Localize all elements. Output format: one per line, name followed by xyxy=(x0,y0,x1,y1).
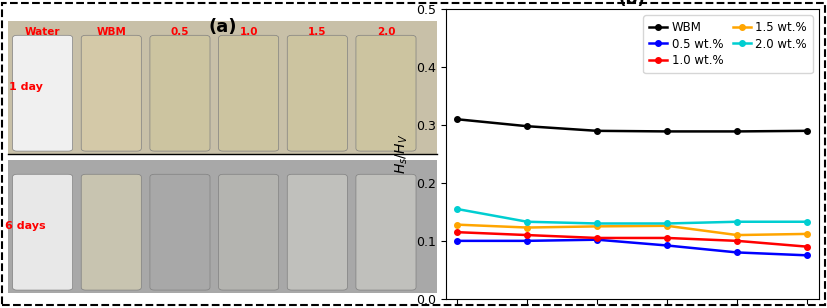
FancyBboxPatch shape xyxy=(8,160,437,293)
FancyBboxPatch shape xyxy=(287,174,347,290)
2.0 wt.% xyxy=(732,220,742,224)
FancyBboxPatch shape xyxy=(218,35,279,151)
1.5 wt.% xyxy=(802,232,812,236)
1.0 wt.% xyxy=(452,230,462,234)
0.5 wt.% xyxy=(662,244,672,247)
1.5 wt.% xyxy=(452,223,462,226)
Text: 0.5: 0.5 xyxy=(170,26,189,37)
1.0 wt.% xyxy=(802,245,812,249)
Legend: WBM, 0.5 wt.%, 1.0 wt.%, 1.5 wt.%, 2.0 wt.%: WBM, 0.5 wt.%, 1.0 wt.%, 1.5 wt.%, 2.0 w… xyxy=(643,15,813,73)
Line: 2.0 wt.%: 2.0 wt.% xyxy=(454,206,810,226)
WBM xyxy=(732,130,742,133)
Line: 0.5 wt.%: 0.5 wt.% xyxy=(454,237,810,258)
FancyBboxPatch shape xyxy=(81,35,141,151)
0.5 wt.% xyxy=(732,251,742,254)
1.5 wt.% xyxy=(522,226,532,229)
2.0 wt.% xyxy=(662,222,672,225)
WBM xyxy=(452,117,462,121)
1.5 wt.% xyxy=(662,224,672,228)
FancyBboxPatch shape xyxy=(12,174,73,290)
Text: 1.0: 1.0 xyxy=(239,26,258,37)
Line: 1.0 wt.%: 1.0 wt.% xyxy=(454,229,810,249)
Text: 6 days: 6 days xyxy=(5,221,45,231)
Text: Water: Water xyxy=(25,26,60,37)
WBM xyxy=(592,129,602,133)
1.0 wt.% xyxy=(592,236,602,240)
2.0 wt.% xyxy=(592,222,602,225)
FancyBboxPatch shape xyxy=(287,35,347,151)
2.0 wt.% xyxy=(802,220,812,224)
1.0 wt.% xyxy=(522,233,532,237)
Text: WBM: WBM xyxy=(96,26,127,37)
Text: 2.0: 2.0 xyxy=(377,26,395,37)
Title: (b): (b) xyxy=(619,0,646,8)
Line: WBM: WBM xyxy=(454,116,810,134)
1.5 wt.% xyxy=(592,225,602,228)
FancyBboxPatch shape xyxy=(81,174,141,290)
Text: 1.5: 1.5 xyxy=(308,26,327,37)
WBM xyxy=(662,130,672,133)
Text: 1 day: 1 day xyxy=(8,83,42,92)
FancyBboxPatch shape xyxy=(150,35,210,151)
0.5 wt.% xyxy=(592,238,602,241)
1.0 wt.% xyxy=(732,239,742,243)
2.0 wt.% xyxy=(522,220,532,224)
FancyBboxPatch shape xyxy=(150,174,210,290)
Line: 1.5 wt.%: 1.5 wt.% xyxy=(454,222,810,238)
FancyBboxPatch shape xyxy=(356,174,416,290)
WBM xyxy=(522,124,532,128)
0.5 wt.% xyxy=(522,239,532,243)
1.0 wt.% xyxy=(662,236,672,240)
WBM xyxy=(802,129,812,133)
0.5 wt.% xyxy=(802,253,812,257)
1.5 wt.% xyxy=(732,233,742,237)
Y-axis label: $H_s/H_V$: $H_s/H_V$ xyxy=(394,134,410,174)
FancyBboxPatch shape xyxy=(12,35,73,151)
FancyBboxPatch shape xyxy=(356,35,416,151)
FancyBboxPatch shape xyxy=(8,21,437,154)
0.5 wt.% xyxy=(452,239,462,243)
FancyBboxPatch shape xyxy=(218,174,279,290)
Text: (a): (a) xyxy=(208,18,237,36)
2.0 wt.% xyxy=(452,207,462,211)
